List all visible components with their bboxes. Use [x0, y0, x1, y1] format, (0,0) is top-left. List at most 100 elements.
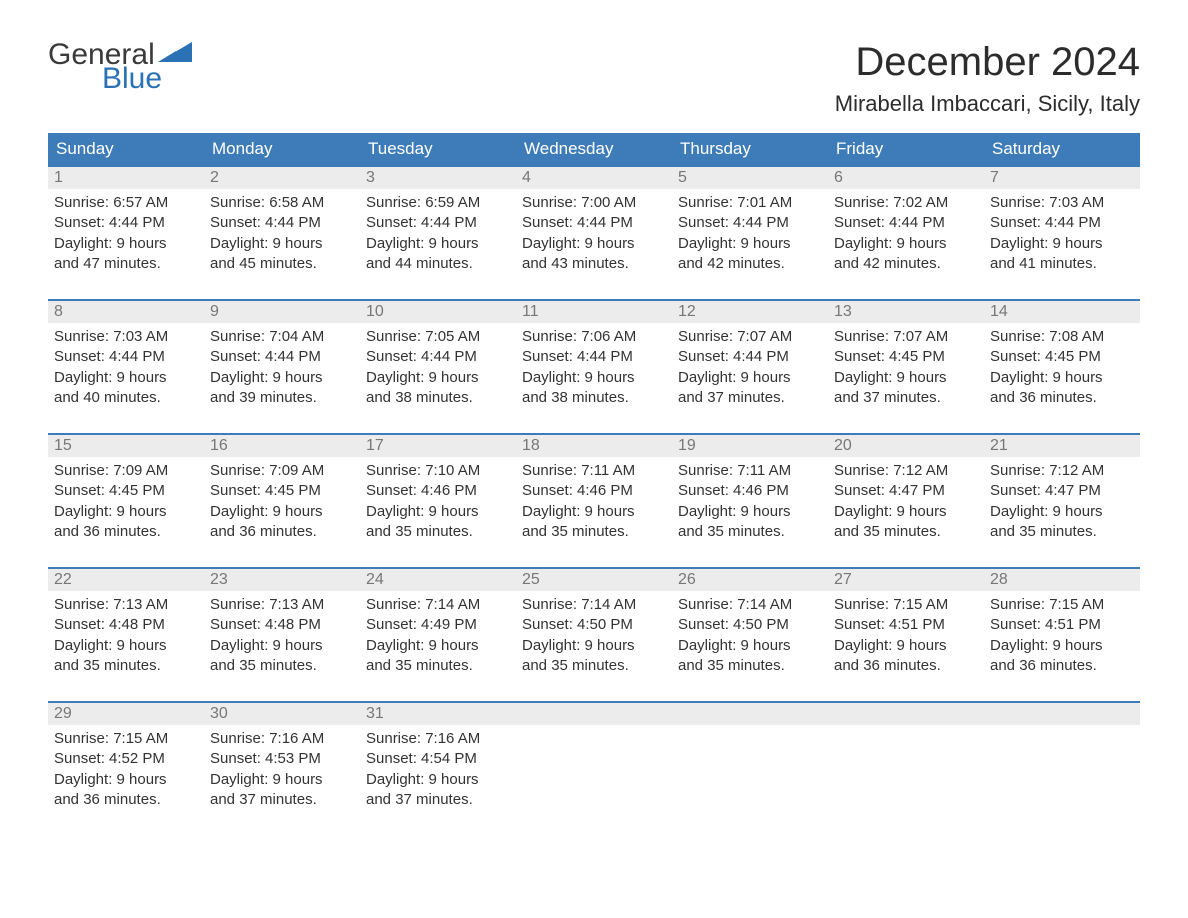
dow-cell: Monday: [204, 133, 360, 165]
day-number: 8: [48, 301, 204, 323]
day-line-d1: Daylight: 9 hours: [522, 234, 666, 254]
day-line-sunset: Sunset: 4:44 PM: [678, 347, 822, 367]
day-line-sunset: Sunset: 4:47 PM: [990, 481, 1134, 501]
day-details: Sunrise: 7:06 AMSunset: 4:44 PMDaylight:…: [516, 323, 672, 414]
day-number: 12: [672, 301, 828, 323]
day-details: [984, 725, 1140, 735]
day-line-d1: Daylight: 9 hours: [210, 368, 354, 388]
day-line-d1: Daylight: 9 hours: [990, 502, 1134, 522]
calendar-day: 12Sunrise: 7:07 AMSunset: 4:44 PMDayligh…: [672, 301, 828, 433]
day-details: Sunrise: 7:03 AMSunset: 4:44 PMDaylight:…: [48, 323, 204, 414]
day-line-sunset: Sunset: 4:48 PM: [210, 615, 354, 635]
day-number: 10: [360, 301, 516, 323]
day-line-sunrise: Sunrise: 7:07 AM: [834, 327, 978, 347]
day-line-d2: and 36 minutes.: [990, 388, 1134, 408]
day-line-d1: Daylight: 9 hours: [54, 502, 198, 522]
calendar-day: 5Sunrise: 7:01 AMSunset: 4:44 PMDaylight…: [672, 167, 828, 299]
day-line-sunset: Sunset: 4:47 PM: [834, 481, 978, 501]
day-line-d2: and 45 minutes.: [210, 254, 354, 274]
day-number: 13: [828, 301, 984, 323]
day-number: 2: [204, 167, 360, 189]
day-details: Sunrise: 7:14 AMSunset: 4:50 PMDaylight:…: [516, 591, 672, 682]
calendar-day: 29Sunrise: 7:15 AMSunset: 4:52 PMDayligh…: [48, 703, 204, 835]
day-number: 22: [48, 569, 204, 591]
day-line-sunrise: Sunrise: 7:15 AM: [834, 595, 978, 615]
calendar-day: 4Sunrise: 7:00 AMSunset: 4:44 PMDaylight…: [516, 167, 672, 299]
day-line-d2: and 42 minutes.: [678, 254, 822, 274]
location-subtitle: Mirabella Imbaccari, Sicily, Italy: [835, 91, 1140, 117]
day-line-d2: and 36 minutes.: [834, 656, 978, 676]
day-line-sunrise: Sunrise: 7:14 AM: [678, 595, 822, 615]
day-line-sunset: Sunset: 4:44 PM: [678, 213, 822, 233]
day-line-sunrise: Sunrise: 7:03 AM: [54, 327, 198, 347]
day-line-sunset: Sunset: 4:46 PM: [366, 481, 510, 501]
day-line-sunrise: Sunrise: 7:16 AM: [210, 729, 354, 749]
day-number: 11: [516, 301, 672, 323]
day-line-sunset: Sunset: 4:44 PM: [522, 347, 666, 367]
dow-cell: Thursday: [672, 133, 828, 165]
day-details: Sunrise: 7:15 AMSunset: 4:51 PMDaylight:…: [984, 591, 1140, 682]
day-details: Sunrise: 7:04 AMSunset: 4:44 PMDaylight:…: [204, 323, 360, 414]
day-line-sunrise: Sunrise: 7:04 AM: [210, 327, 354, 347]
day-line-d1: Daylight: 9 hours: [54, 636, 198, 656]
page-header: General Blue December 2024 Mirabella Imb…: [48, 40, 1140, 117]
day-number: 25: [516, 569, 672, 591]
day-details: Sunrise: 7:13 AMSunset: 4:48 PMDaylight:…: [204, 591, 360, 682]
day-line-sunset: Sunset: 4:54 PM: [366, 749, 510, 769]
day-line-sunrise: Sunrise: 7:13 AM: [54, 595, 198, 615]
day-number: 16: [204, 435, 360, 457]
day-line-sunset: Sunset: 4:50 PM: [522, 615, 666, 635]
day-number: 26: [672, 569, 828, 591]
calendar-day: 16Sunrise: 7:09 AMSunset: 4:45 PMDayligh…: [204, 435, 360, 567]
day-line-sunrise: Sunrise: 7:00 AM: [522, 193, 666, 213]
day-line-d1: Daylight: 9 hours: [210, 502, 354, 522]
day-number: [984, 703, 1140, 725]
day-line-d2: and 35 minutes.: [522, 656, 666, 676]
calendar-week: 1Sunrise: 6:57 AMSunset: 4:44 PMDaylight…: [48, 165, 1140, 299]
day-of-week-header: SundayMondayTuesdayWednesdayThursdayFrid…: [48, 133, 1140, 165]
day-line-d2: and 35 minutes.: [522, 522, 666, 542]
day-line-d2: and 35 minutes.: [54, 656, 198, 676]
dow-cell: Saturday: [984, 133, 1140, 165]
day-details: Sunrise: 7:15 AMSunset: 4:52 PMDaylight:…: [48, 725, 204, 816]
day-line-sunset: Sunset: 4:45 PM: [54, 481, 198, 501]
day-number: 28: [984, 569, 1140, 591]
day-details: Sunrise: 7:07 AMSunset: 4:44 PMDaylight:…: [672, 323, 828, 414]
day-line-sunset: Sunset: 4:46 PM: [678, 481, 822, 501]
day-details: Sunrise: 7:14 AMSunset: 4:50 PMDaylight:…: [672, 591, 828, 682]
day-number: 3: [360, 167, 516, 189]
day-line-sunset: Sunset: 4:46 PM: [522, 481, 666, 501]
calendar-day: 23Sunrise: 7:13 AMSunset: 4:48 PMDayligh…: [204, 569, 360, 701]
day-line-d1: Daylight: 9 hours: [366, 234, 510, 254]
calendar-week: 8Sunrise: 7:03 AMSunset: 4:44 PMDaylight…: [48, 299, 1140, 433]
day-line-sunrise: Sunrise: 7:10 AM: [366, 461, 510, 481]
day-details: Sunrise: 7:15 AMSunset: 4:51 PMDaylight:…: [828, 591, 984, 682]
day-line-sunset: Sunset: 4:49 PM: [366, 615, 510, 635]
day-line-sunrise: Sunrise: 7:15 AM: [54, 729, 198, 749]
brand-part2: Blue: [102, 64, 192, 94]
day-line-d1: Daylight: 9 hours: [990, 368, 1134, 388]
day-line-d1: Daylight: 9 hours: [834, 636, 978, 656]
day-details: Sunrise: 7:12 AMSunset: 4:47 PMDaylight:…: [828, 457, 984, 548]
day-line-d1: Daylight: 9 hours: [54, 770, 198, 790]
day-line-d2: and 42 minutes.: [834, 254, 978, 274]
day-line-sunrise: Sunrise: 6:59 AM: [366, 193, 510, 213]
day-number: 23: [204, 569, 360, 591]
calendar-day: 18Sunrise: 7:11 AMSunset: 4:46 PMDayligh…: [516, 435, 672, 567]
day-line-sunrise: Sunrise: 7:01 AM: [678, 193, 822, 213]
day-line-d1: Daylight: 9 hours: [834, 502, 978, 522]
day-line-d2: and 37 minutes.: [834, 388, 978, 408]
weeks-container: 1Sunrise: 6:57 AMSunset: 4:44 PMDaylight…: [48, 165, 1140, 835]
day-line-d1: Daylight: 9 hours: [54, 234, 198, 254]
brand-logo: General Blue: [48, 40, 192, 94]
calendar-day: 27Sunrise: 7:15 AMSunset: 4:51 PMDayligh…: [828, 569, 984, 701]
calendar-day: 30Sunrise: 7:16 AMSunset: 4:53 PMDayligh…: [204, 703, 360, 835]
logo-triangle-icon: [158, 42, 192, 66]
day-details: Sunrise: 7:11 AMSunset: 4:46 PMDaylight:…: [516, 457, 672, 548]
day-line-sunset: Sunset: 4:44 PM: [54, 213, 198, 233]
day-line-d1: Daylight: 9 hours: [678, 368, 822, 388]
day-number: 20: [828, 435, 984, 457]
day-number: 7: [984, 167, 1140, 189]
calendar-day: 24Sunrise: 7:14 AMSunset: 4:49 PMDayligh…: [360, 569, 516, 701]
day-number: [828, 703, 984, 725]
